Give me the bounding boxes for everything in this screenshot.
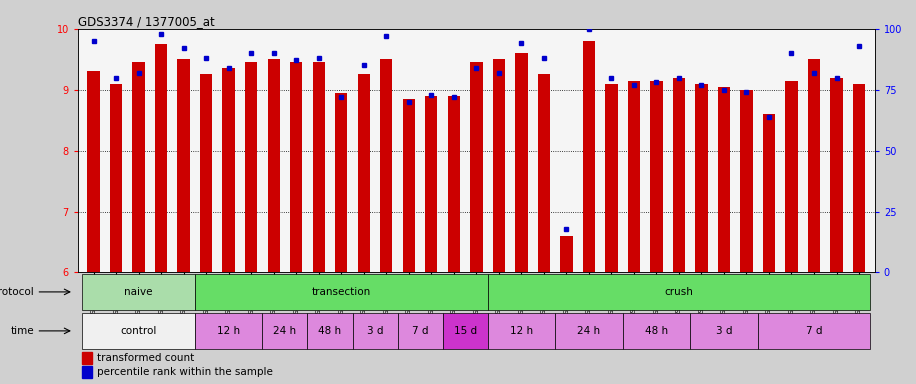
Bar: [672, 78, 685, 272]
Bar: [398, 313, 442, 349]
Bar: [290, 62, 302, 272]
Bar: [442, 313, 487, 349]
Bar: [690, 313, 758, 349]
Bar: [335, 93, 347, 272]
Text: 24 h: 24 h: [273, 326, 297, 336]
Bar: [195, 313, 263, 349]
Bar: [448, 96, 460, 272]
Bar: [380, 59, 392, 272]
Text: 48 h: 48 h: [645, 326, 668, 336]
Bar: [200, 74, 213, 272]
Text: 24 h: 24 h: [577, 326, 601, 336]
Text: GDS3374 / 1377005_at: GDS3374 / 1377005_at: [78, 15, 214, 28]
Text: 3 d: 3 d: [715, 326, 732, 336]
Bar: [82, 274, 195, 310]
Bar: [487, 313, 555, 349]
Bar: [403, 99, 415, 272]
Text: naive: naive: [125, 287, 153, 297]
Bar: [650, 81, 662, 272]
Bar: [763, 114, 775, 272]
Bar: [627, 81, 640, 272]
Text: 7 d: 7 d: [412, 326, 429, 336]
Bar: [561, 236, 572, 272]
Bar: [87, 71, 100, 272]
Bar: [758, 313, 870, 349]
Text: protocol: protocol: [0, 287, 34, 297]
Bar: [830, 78, 843, 272]
Bar: [487, 274, 870, 310]
Text: percentile rank within the sample: percentile rank within the sample: [97, 367, 273, 377]
Bar: [308, 313, 353, 349]
Bar: [623, 313, 690, 349]
Bar: [808, 59, 820, 272]
Bar: [82, 313, 195, 349]
Bar: [353, 313, 398, 349]
Text: 12 h: 12 h: [217, 326, 240, 336]
Text: 7 d: 7 d: [806, 326, 823, 336]
Bar: [785, 81, 798, 272]
Text: 12 h: 12 h: [510, 326, 533, 336]
Bar: [267, 59, 280, 272]
Text: transection: transection: [311, 287, 371, 297]
Bar: [555, 313, 623, 349]
Text: 15 d: 15 d: [453, 326, 476, 336]
Bar: [740, 90, 753, 272]
Bar: [245, 62, 257, 272]
Bar: [853, 84, 866, 272]
Bar: [178, 59, 190, 272]
Bar: [82, 366, 93, 378]
Bar: [223, 68, 234, 272]
Text: control: control: [121, 326, 157, 336]
Bar: [583, 41, 595, 272]
Text: 48 h: 48 h: [319, 326, 342, 336]
Bar: [718, 87, 730, 272]
Bar: [425, 96, 438, 272]
Bar: [263, 313, 308, 349]
Bar: [605, 84, 617, 272]
Bar: [515, 53, 528, 272]
Bar: [357, 74, 370, 272]
Bar: [110, 84, 123, 272]
Bar: [312, 62, 325, 272]
Bar: [538, 74, 550, 272]
Bar: [155, 44, 168, 272]
Bar: [493, 59, 505, 272]
Text: 3 d: 3 d: [366, 326, 383, 336]
Bar: [82, 353, 93, 364]
Bar: [195, 274, 487, 310]
Bar: [133, 62, 145, 272]
Text: transformed count: transformed count: [97, 353, 194, 363]
Bar: [695, 84, 708, 272]
Bar: [470, 62, 483, 272]
Text: crush: crush: [664, 287, 693, 297]
Text: time: time: [10, 326, 34, 336]
